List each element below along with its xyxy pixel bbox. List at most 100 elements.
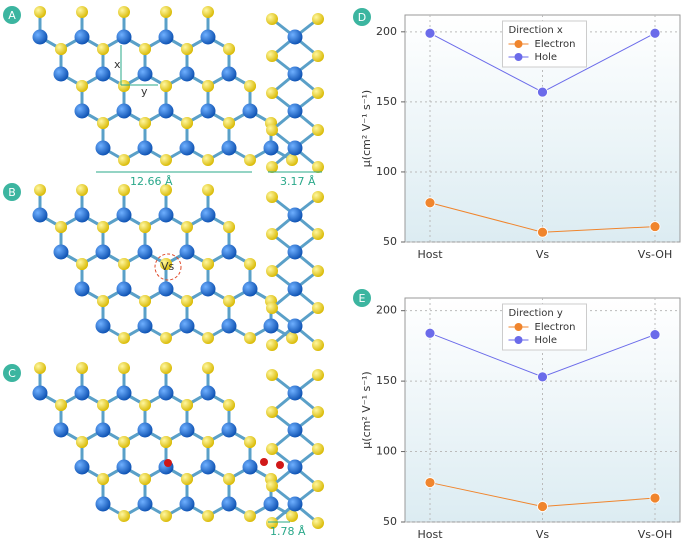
y-axis-label: μ(cm² V⁻¹ s⁻¹): [360, 371, 373, 448]
metal-atom: [200, 29, 216, 45]
sulfur-atom: [181, 43, 193, 55]
sulfur-atom: [202, 154, 214, 166]
metal-atom: [137, 66, 153, 82]
panel-label: A: [8, 9, 16, 22]
sulfur-atom: [266, 50, 278, 62]
legend-label: Hole: [535, 52, 558, 63]
data-point: [537, 226, 548, 238]
sulfur-atom: [55, 43, 67, 55]
legend-label: Hole: [535, 335, 558, 346]
metal-atom: [287, 422, 303, 438]
metal-atom: [137, 140, 153, 156]
sulfur-atom: [34, 6, 46, 18]
metal-atom: [179, 244, 195, 260]
metal-atom: [74, 459, 90, 475]
metal-atom: [242, 459, 258, 475]
sulfur-atom: [266, 124, 278, 136]
data-point: [649, 27, 661, 39]
x-tick-label: Vs-OH: [638, 528, 672, 541]
sulfur-atom: [76, 362, 88, 374]
metal-atom: [116, 103, 132, 119]
sulfur-atom: [266, 87, 278, 99]
metal-atom: [32, 207, 48, 223]
vacancy-ring: [154, 253, 182, 281]
y-tick-label: 50: [383, 515, 397, 528]
sulfur-atom: [160, 510, 172, 522]
metal-atom: [179, 318, 195, 334]
sulfur-atom: [312, 161, 324, 173]
metal-atom: [200, 103, 216, 119]
sulfur-atom: [312, 191, 324, 203]
metal-atom: [287, 140, 303, 156]
sulfur-atom: [312, 228, 324, 240]
legend-marker: [514, 40, 523, 48]
sulfur-atom: [160, 436, 172, 448]
metal-atom: [32, 385, 48, 401]
sulfur-atom: [202, 332, 214, 344]
sulfur-atom: [244, 510, 256, 522]
metal-atom: [53, 66, 69, 82]
metal-atom: [221, 244, 237, 260]
sulfur-atom: [312, 13, 324, 25]
metal-atom: [32, 29, 48, 45]
x-tick-label: Vs: [536, 248, 550, 261]
x-tick-label: Vs: [536, 528, 550, 541]
sulfur-atom: [181, 399, 193, 411]
data-point: [649, 221, 661, 232]
sulfur-atom: [223, 43, 235, 55]
sulfur-atom: [202, 510, 214, 522]
sulfur-atom: [181, 295, 193, 307]
metal-atom: [221, 66, 237, 82]
legend-label: Electron: [535, 322, 576, 333]
sulfur-atom: [244, 258, 256, 270]
metal-atom: [95, 140, 111, 156]
sulfur-atom: [139, 117, 151, 129]
metal-atom: [74, 207, 90, 223]
metal-atom: [158, 207, 174, 223]
y-tick-label: 200: [376, 304, 397, 317]
legend-marker: [514, 53, 523, 61]
oh-group: [260, 458, 268, 466]
metal-atom: [263, 140, 279, 156]
structures: [32, 6, 324, 529]
sulfur-atom: [160, 258, 172, 270]
metal-atom: [95, 66, 111, 82]
metal-atom: [200, 281, 216, 297]
sulfur-atom: [118, 6, 130, 18]
metal-atom: [287, 318, 303, 334]
data-point: [424, 477, 436, 488]
sulfur-atom: [160, 6, 172, 18]
metal-atom: [95, 318, 111, 334]
sulfur-atom: [118, 332, 130, 344]
metal-atom: [95, 422, 111, 438]
metal-atom: [221, 496, 237, 512]
sulfur-atom: [97, 399, 109, 411]
sulfur-atom: [312, 265, 324, 277]
sulfur-atom: [286, 332, 298, 344]
data-point: [537, 371, 548, 383]
oh-group: [164, 459, 172, 467]
dimension-label: 12.66 Å: [130, 175, 173, 188]
sulfur-atom: [118, 510, 130, 522]
panel-label: B: [8, 186, 16, 199]
metal-atom: [116, 385, 132, 401]
dimension-label: 3.17 Å: [280, 175, 316, 188]
sulfur-atom: [118, 154, 130, 166]
sulfur-atom: [223, 399, 235, 411]
sulfur-atom: [202, 6, 214, 18]
metal-atom: [116, 281, 132, 297]
sulfur-atom: [160, 154, 172, 166]
sulfur-atom: [286, 510, 298, 522]
metal-atom: [53, 422, 69, 438]
panel-badge: [3, 6, 21, 24]
sulfur-atom: [266, 480, 278, 492]
sulfur-atom: [266, 265, 278, 277]
sulfur-atom: [97, 221, 109, 233]
axis-label: x: [114, 58, 121, 71]
sulfur-atom: [55, 221, 67, 233]
metal-atom: [74, 281, 90, 297]
sulfur-atom: [312, 369, 324, 381]
metal-atom: [287, 459, 303, 475]
y-tick-label: 150: [376, 95, 397, 108]
sulfur-atom: [97, 473, 109, 485]
